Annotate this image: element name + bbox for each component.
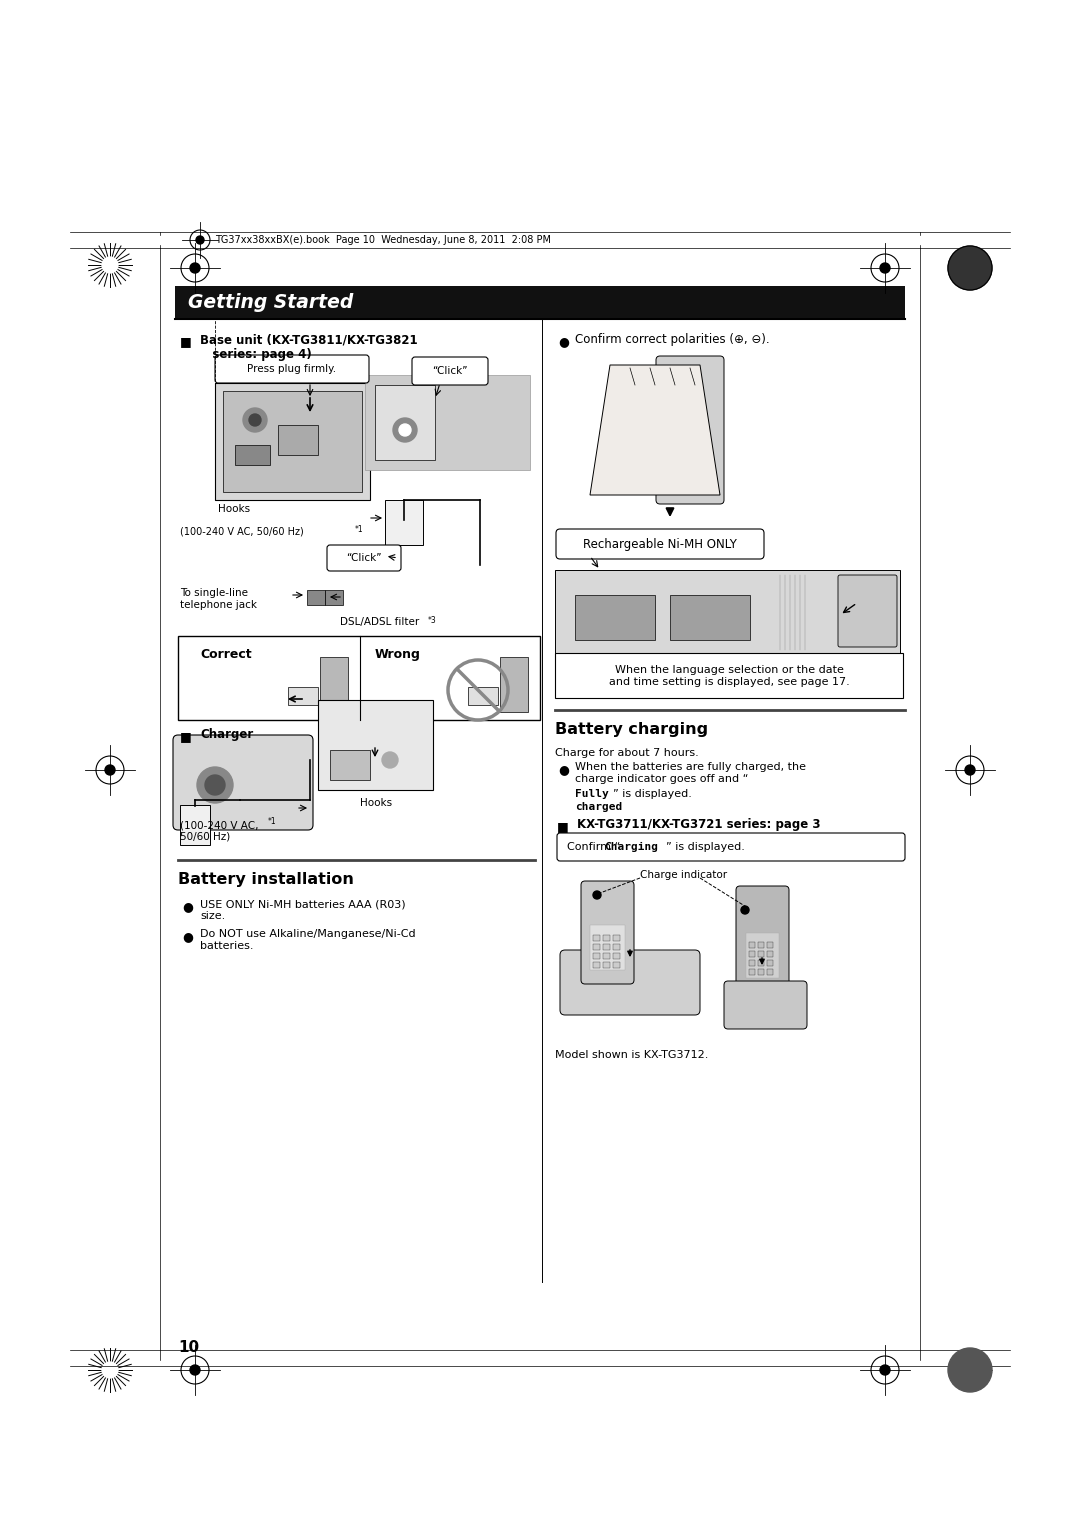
Text: Fully: Fully	[575, 788, 609, 799]
Circle shape	[382, 752, 399, 769]
Text: *3: *3	[428, 616, 436, 625]
Bar	[278, 425, 318, 455]
Circle shape	[948, 246, 993, 290]
FancyBboxPatch shape	[327, 545, 401, 571]
Text: *1: *1	[268, 817, 276, 827]
Circle shape	[948, 1348, 993, 1392]
Text: Correct: Correct	[200, 648, 252, 662]
Circle shape	[880, 1365, 890, 1375]
Bar	[288, 688, 318, 704]
Text: Do NOT use Alkaline/Manganese/Ni-Cd
batteries.: Do NOT use Alkaline/Manganese/Ni-Cd batt…	[200, 929, 416, 950]
Text: ■: ■	[180, 730, 192, 743]
Bar	[593, 953, 600, 960]
Circle shape	[399, 423, 411, 435]
Circle shape	[102, 257, 118, 274]
Bar	[670, 594, 750, 640]
Bar	[235, 445, 270, 465]
Bar	[593, 944, 600, 950]
Circle shape	[102, 1361, 118, 1378]
Text: DSL/ADSL filter: DSL/ADSL filter	[340, 617, 419, 626]
Text: *1: *1	[355, 526, 364, 533]
Text: ●: ●	[558, 335, 569, 348]
Text: Getting Started: Getting Started	[188, 292, 353, 312]
Bar	[575, 594, 654, 640]
Bar	[318, 700, 433, 790]
Bar	[468, 688, 498, 704]
Bar	[767, 960, 773, 966]
FancyBboxPatch shape	[656, 356, 724, 504]
Text: “Click”: “Click”	[432, 367, 468, 376]
Text: KX-TG3711/KX-TG3721 series: page 3: KX-TG3711/KX-TG3721 series: page 3	[577, 817, 821, 831]
Bar	[330, 750, 370, 779]
Bar	[384, 500, 423, 545]
Bar	[603, 953, 610, 960]
Text: Confirm correct polarities (⊕, ⊖).: Confirm correct polarities (⊕, ⊖).	[575, 333, 770, 345]
Circle shape	[105, 766, 114, 775]
FancyBboxPatch shape	[561, 950, 700, 1015]
Text: ●: ●	[558, 762, 569, 776]
Circle shape	[966, 766, 975, 775]
Bar	[593, 963, 600, 969]
Text: Rechargeable Ni-MH ONLY: Rechargeable Ni-MH ONLY	[583, 538, 737, 550]
Bar	[215, 384, 370, 500]
Text: Battery installation: Battery installation	[178, 872, 354, 886]
Bar	[175, 286, 905, 318]
Bar	[767, 950, 773, 957]
Text: “Click”: “Click”	[347, 553, 381, 562]
Bar	[555, 570, 900, 660]
Circle shape	[205, 775, 225, 795]
Bar	[603, 935, 610, 941]
Bar	[365, 374, 530, 471]
Circle shape	[197, 767, 233, 804]
Text: ■: ■	[180, 335, 192, 348]
Text: Charge for about 7 hours.: Charge for about 7 hours.	[555, 749, 699, 758]
Text: 10: 10	[178, 1340, 199, 1355]
FancyBboxPatch shape	[735, 886, 789, 995]
Text: Hooks: Hooks	[218, 504, 251, 513]
Text: Charge indicator: Charge indicator	[640, 869, 727, 880]
Bar	[593, 935, 600, 941]
FancyBboxPatch shape	[215, 354, 369, 384]
Text: Confirm “: Confirm “	[567, 842, 620, 853]
Text: When the batteries are fully charged, the
charge indicator goes off and “: When the batteries are fully charged, th…	[575, 762, 806, 784]
Text: Charger: Charger	[200, 727, 253, 741]
Circle shape	[249, 414, 261, 426]
Text: ” is displayed.: ” is displayed.	[613, 788, 692, 799]
Text: ●: ●	[183, 900, 193, 914]
Bar	[613, 935, 620, 941]
Text: Press plug firmly.: Press plug firmly.	[247, 364, 337, 374]
Bar	[613, 953, 620, 960]
FancyBboxPatch shape	[173, 735, 313, 830]
Bar	[758, 950, 764, 957]
Text: ■: ■	[557, 821, 569, 833]
Circle shape	[393, 419, 417, 442]
Bar	[613, 963, 620, 969]
Text: charged: charged	[575, 802, 622, 811]
Bar	[500, 657, 528, 712]
Bar	[750, 950, 755, 957]
Text: Hooks: Hooks	[360, 798, 392, 808]
FancyBboxPatch shape	[838, 575, 897, 646]
Bar	[613, 944, 620, 950]
Circle shape	[741, 906, 750, 914]
Text: Model shown is KX-TG3712.: Model shown is KX-TG3712.	[555, 1050, 708, 1060]
Text: Base unit (KX-TG3811/KX-TG3821
   series: page 4): Base unit (KX-TG3811/KX-TG3821 series: p…	[200, 333, 418, 361]
Bar	[320, 657, 348, 712]
Text: To single-line
telephone jack: To single-line telephone jack	[180, 588, 257, 610]
FancyBboxPatch shape	[581, 882, 634, 984]
Text: ●: ●	[183, 931, 193, 943]
Bar	[222, 391, 362, 492]
Bar	[375, 385, 435, 460]
Bar	[767, 969, 773, 975]
Bar	[750, 969, 755, 975]
Text: USE ONLY Ni-MH batteries AAA (R03)
size.: USE ONLY Ni-MH batteries AAA (R03) size.	[200, 898, 406, 920]
Bar	[590, 924, 625, 970]
Bar	[180, 805, 210, 845]
FancyBboxPatch shape	[556, 529, 764, 559]
Circle shape	[880, 263, 890, 274]
Bar	[746, 934, 779, 978]
Bar	[178, 636, 540, 720]
Text: (100-240 V AC, 50/60 Hz): (100-240 V AC, 50/60 Hz)	[180, 526, 303, 536]
FancyBboxPatch shape	[557, 833, 905, 860]
Circle shape	[190, 263, 200, 274]
